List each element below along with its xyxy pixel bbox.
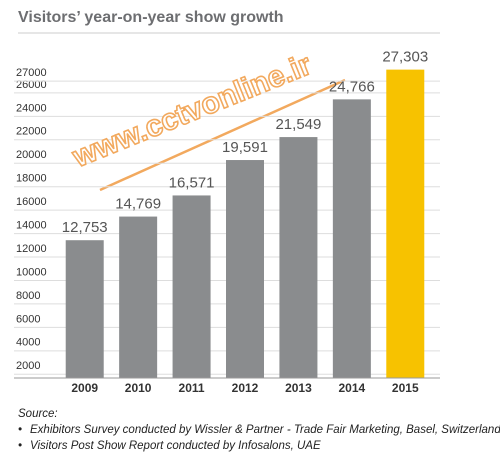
chart-title: Visitors’ year-on-year show growth — [18, 9, 284, 26]
x-tick-label: 2010 — [125, 381, 152, 395]
y-tick-label: 18000 — [16, 173, 47, 185]
y-tick-label: 22000 — [16, 126, 47, 138]
x-tick-label: 2009 — [71, 381, 98, 395]
value-label: 12,753 — [62, 219, 108, 236]
y-tick-label: 20000 — [16, 149, 47, 161]
y-tick-label: 26000 — [16, 79, 47, 91]
y-tick-label: 27000 — [16, 67, 47, 79]
y-tick-label: 8000 — [16, 290, 40, 302]
bar — [119, 216, 158, 378]
x-tick-label: 2013 — [285, 381, 312, 395]
watermark: www.cctvonline.ir — [67, 48, 316, 174]
source-item: Exhibitors Survey conducted by Wissler &… — [30, 424, 500, 436]
bar — [386, 69, 425, 379]
value-label: 24,766 — [329, 78, 375, 95]
x-tick-label: 2012 — [232, 381, 259, 395]
y-tick-label: 4000 — [16, 337, 40, 349]
bar — [65, 240, 104, 378]
y-tick-label: 10000 — [16, 266, 47, 278]
source-heading: Source: — [18, 408, 58, 420]
y-tick-label: 2000 — [16, 360, 40, 372]
y-tick-label: 16000 — [16, 196, 47, 208]
bar — [332, 99, 371, 378]
x-tick-label: 2014 — [339, 381, 366, 395]
bar — [279, 137, 318, 378]
x-tick-label: 2011 — [179, 381, 205, 395]
value-label: 27,303 — [382, 49, 428, 66]
bullet: • — [18, 424, 22, 436]
value-label: 19,591 — [222, 139, 268, 156]
y-tick-label: 12000 — [16, 243, 47, 255]
watermark-line — [99, 78, 346, 192]
value-label: 21,549 — [275, 116, 321, 133]
y-tick-label: 14000 — [16, 219, 47, 231]
y-tick-label: 24000 — [16, 102, 47, 114]
bullet: • — [18, 440, 22, 452]
bar — [172, 195, 211, 378]
bar — [226, 160, 264, 378]
y-tick-label: 6000 — [16, 313, 40, 325]
source-item: Visitors Post Show Report conducted by I… — [30, 440, 321, 452]
value-label: 14,769 — [115, 196, 161, 213]
x-tick-label: 2015 — [392, 381, 419, 395]
value-label: 16,571 — [169, 174, 215, 191]
